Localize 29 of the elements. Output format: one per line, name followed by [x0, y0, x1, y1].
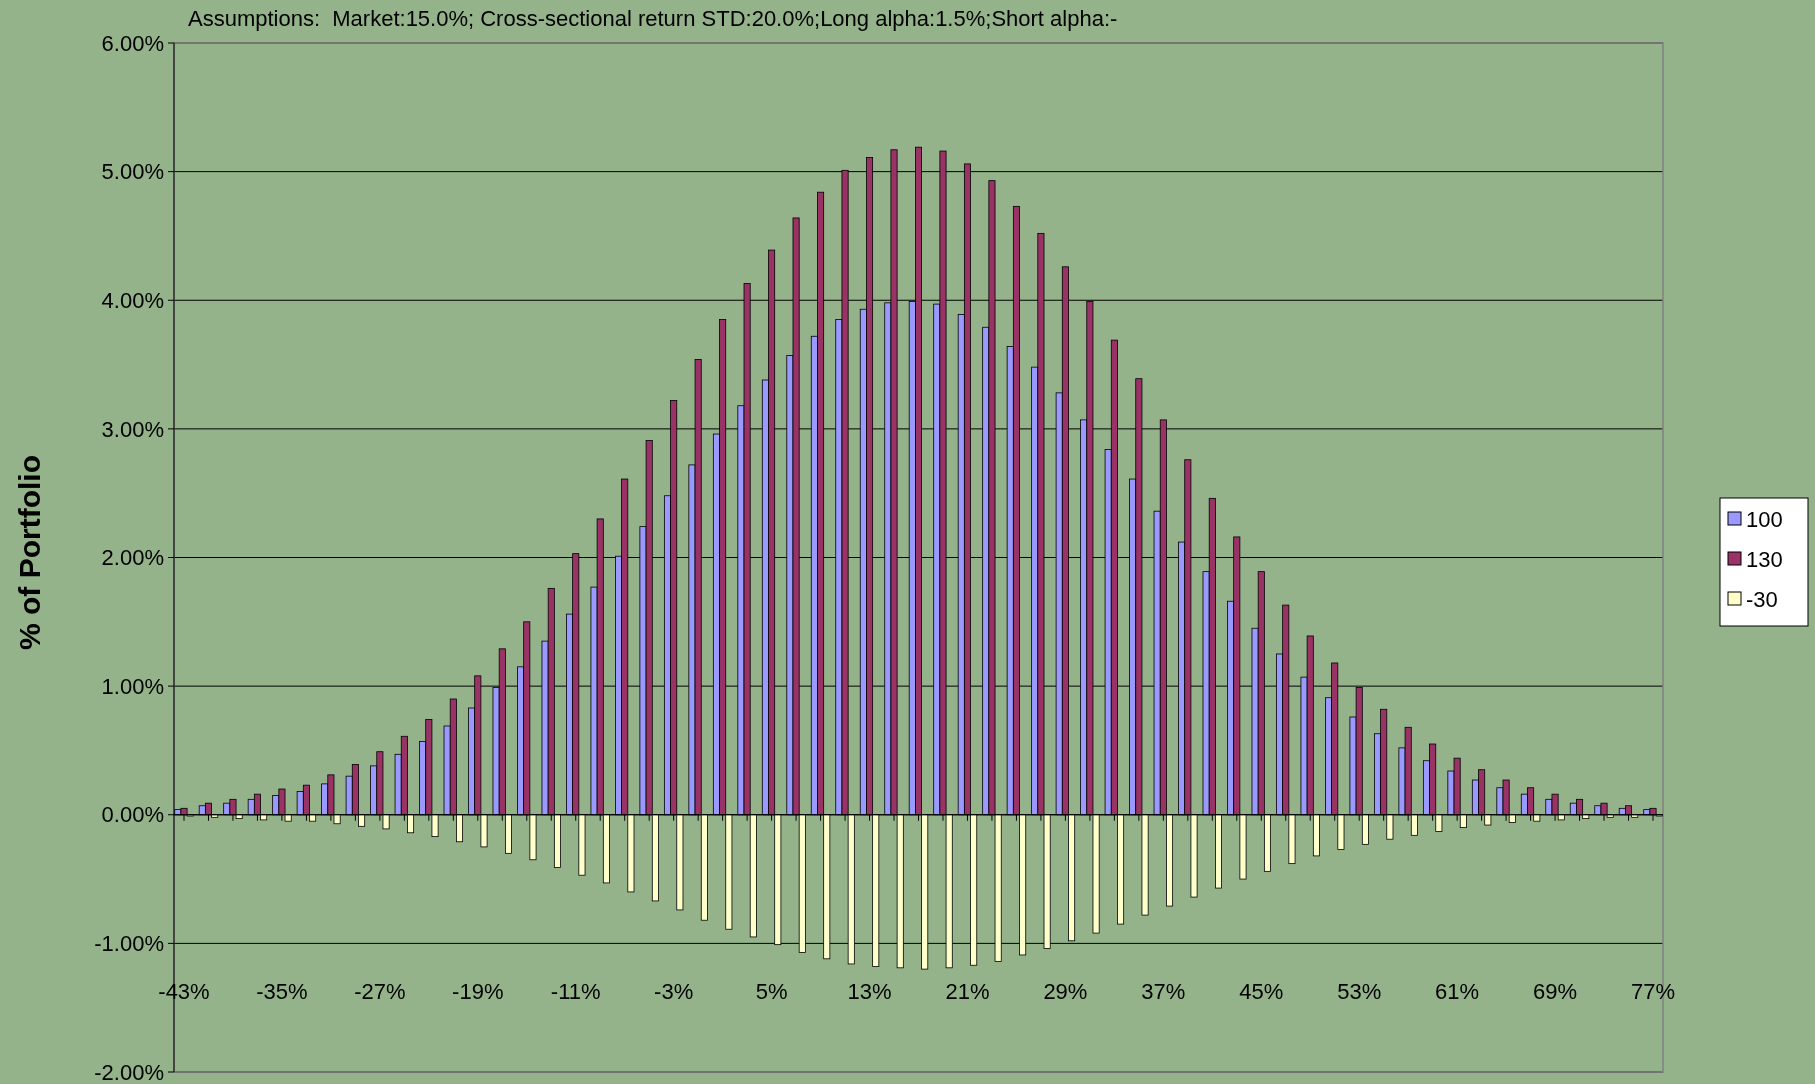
x-tick-label: 69% [1533, 979, 1578, 1005]
x-tick-label: 5% [755, 979, 788, 1005]
x-tick-label: 21% [945, 979, 990, 1005]
y-tick-label: 0.00% [101, 802, 164, 828]
chart-title: Assumptions: Market:15.0%; Cross-sectional return STD:20.0%;Long alpha:1.5%;Short alpha:- [188, 6, 1118, 31]
x-tick-label: 37% [1141, 979, 1186, 1005]
y-tick-label: 6.00% [101, 30, 164, 56]
y-tick-label: 4.00% [101, 287, 164, 313]
legend-label: -30 [1746, 586, 1778, 612]
y-tick-label: 5.00% [101, 159, 164, 185]
y-tick-label: 1.00% [101, 673, 164, 699]
x-tick-label: -27% [354, 979, 406, 1005]
x-tick-label: 61% [1435, 979, 1480, 1005]
x-tick-label: 53% [1337, 979, 1382, 1005]
x-tick-label: 45% [1239, 979, 1284, 1005]
x-tick-label: -11% [550, 979, 601, 1005]
x-tick-label: -19% [452, 979, 504, 1005]
x-tick-label: 29% [1043, 979, 1088, 1005]
y-axis-title: % of Portfolio [13, 455, 46, 650]
y-tick-label: -2.00% [94, 1059, 164, 1084]
x-tick-label: 77% [1630, 979, 1676, 1005]
x-tick-label: 13% [847, 979, 892, 1005]
y-tick-label: 3.00% [101, 416, 164, 442]
y-tick-label: 2.00% [101, 545, 164, 571]
legend-label: 100 [1746, 506, 1783, 532]
y-tick-label: -1.00% [94, 931, 164, 957]
x-tick-label: -3% [654, 979, 694, 1005]
x-tick-label: -35% [256, 979, 308, 1005]
legend-label: 130 [1746, 546, 1783, 572]
